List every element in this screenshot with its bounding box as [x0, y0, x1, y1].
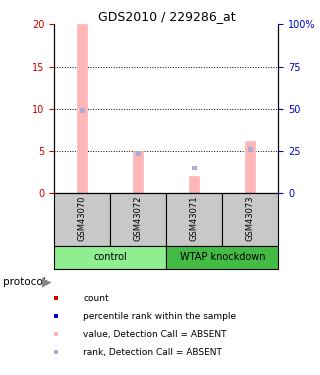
Text: GSM43070: GSM43070: [78, 196, 87, 241]
Text: count: count: [83, 294, 109, 303]
Bar: [54, 246, 166, 269]
Bar: [166, 193, 222, 246]
Bar: [136, 151, 141, 156]
Bar: [245, 141, 255, 193]
Bar: [248, 147, 253, 152]
Text: GSM43071: GSM43071: [190, 196, 199, 241]
Title: GDS2010 / 229286_at: GDS2010 / 229286_at: [98, 10, 235, 23]
Bar: [80, 108, 85, 113]
Bar: [54, 193, 110, 246]
Bar: [166, 246, 278, 269]
Text: WTAP knockdown: WTAP knockdown: [180, 252, 265, 262]
Text: value, Detection Call = ABSENT: value, Detection Call = ABSENT: [83, 330, 227, 339]
Bar: [192, 165, 197, 170]
Text: rank, Detection Call = ABSENT: rank, Detection Call = ABSENT: [83, 348, 222, 357]
Text: percentile rank within the sample: percentile rank within the sample: [83, 312, 236, 321]
Bar: [133, 151, 143, 193]
Text: protocol: protocol: [3, 277, 46, 286]
Bar: [77, 24, 87, 193]
Text: control: control: [93, 252, 127, 262]
Text: GSM43072: GSM43072: [134, 196, 143, 241]
Bar: [189, 176, 199, 193]
Text: GSM43073: GSM43073: [246, 196, 255, 242]
Bar: [110, 193, 166, 246]
Bar: [222, 193, 278, 246]
Text: ▶: ▶: [42, 275, 51, 288]
